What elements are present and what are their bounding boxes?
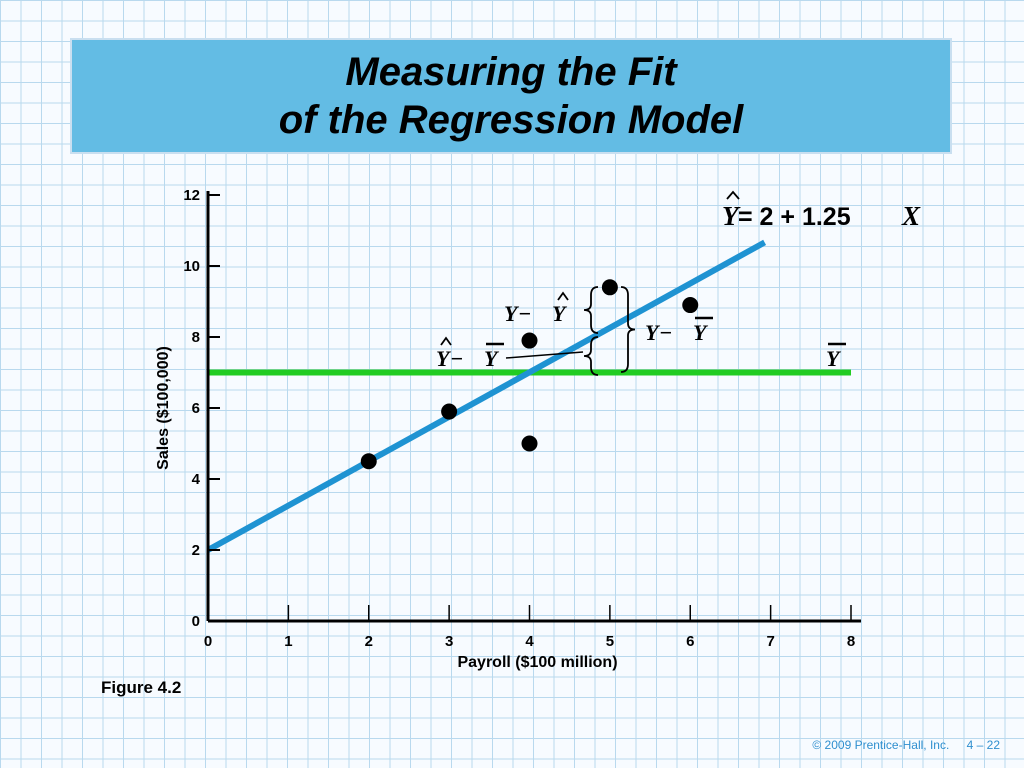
y-tick-label: 8 [192,329,200,346]
total-deviation-brace [620,286,636,373]
residual-brace [583,286,599,334]
total-deviation-label-y: Y [645,320,661,345]
x-tick-label: 4 [525,633,534,650]
y-tick-label: 6 [192,400,200,417]
data-point-4 [521,435,538,452]
regression-line [206,239,767,553]
figure-label: Figure 4.2 [101,678,182,697]
x-tick-label: 1 [284,633,292,650]
title-box: Measuring the Fit of the Regression Mode… [70,38,952,154]
residual-label-hat [557,291,569,301]
y-tick-label: 0 [192,613,200,630]
x-tick-label: 7 [766,633,774,650]
explained-label-minus: − [450,346,463,371]
y-axis-title: Sales ($100,000) [155,346,172,470]
equation-hat-mark [726,190,740,200]
equation-rhs: = 2 + 1.25 [738,203,851,231]
slide-footer: © 2009 Prentice-Hall, Inc. 4 – 22 [812,738,1000,752]
y-tick-label: 12 [183,187,200,204]
x-tick-label: 6 [686,633,694,650]
x-tick-label: 5 [606,633,614,650]
data-point-6 [682,297,699,314]
residual-label-minus: − [518,301,531,326]
explained-label-leader [505,351,584,359]
explained-label-y-bar: Y [484,346,500,371]
data-point-1 [360,453,377,470]
x-tick-label: 2 [365,633,373,650]
total-deviation-label-minus: − [659,320,672,345]
data-point-3 [521,332,538,349]
equation-y-hat: Y [722,201,741,231]
equation-x: X [901,201,921,231]
slide-title-line-2: of the Regression Model [278,98,744,142]
footer-page-number: 4 – 22 [966,738,1000,752]
mean-line-label: Y [826,346,842,371]
slide-title-line-1: Measuring the Fit [345,50,677,94]
total-deviation-label-y-bar: Y [693,320,709,345]
x-tick-label: 3 [445,633,453,650]
explained-label-y-hat: Y [436,346,452,371]
y-tick-label: 4 [192,471,201,488]
x-tick-label: 0 [204,633,212,650]
y-tick-label: 2 [192,542,200,559]
data-point-2 [441,403,458,420]
residual-label-y: Y [504,301,520,326]
explained-brace [583,336,599,376]
y-tick-label: 10 [183,258,200,275]
data-point-5 [601,279,618,296]
residual-label-y-hat: Y [552,301,568,326]
footer-copyright: © 2009 Prentice-Hall, Inc. [812,738,950,752]
x-axis-title: Payroll ($100 million) [457,654,617,671]
x-tick-label: 8 [847,633,855,650]
explained-label-hat [440,336,452,346]
